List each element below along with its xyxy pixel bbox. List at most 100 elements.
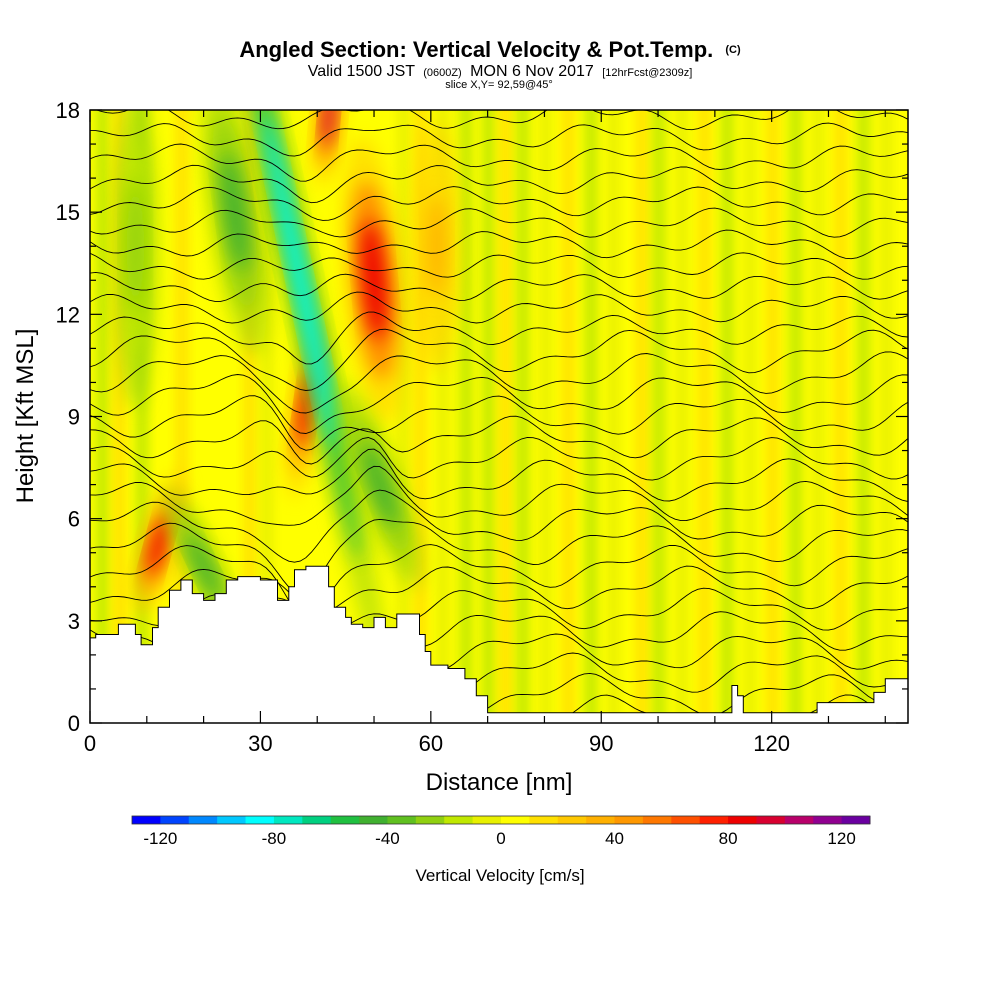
isentrope [90,328,908,391]
x-tick-label: 0 [84,731,96,756]
isentrope [90,489,908,563]
isentrope [90,565,908,615]
colorbar-tick-label: 120 [827,829,855,848]
colorbar-swatch [444,816,474,824]
y-axis-label: Height [Kft MSL] [12,329,39,504]
updraft-core [427,193,446,299]
colorbar-swatch [359,816,388,824]
x-axis-ticks: 0 30 60 90 120 [84,110,886,756]
downdraft-core [362,442,398,528]
velocity-band [95,110,110,723]
isentrope [90,122,908,157]
colorbar-swatch [160,816,190,824]
y-tick-label: 15 [56,200,80,225]
downdraft-core [126,178,145,314]
y-tick-label: 18 [56,98,80,123]
isentrope [90,374,908,434]
isentrope [90,186,908,221]
velocity-band [561,110,576,723]
colorbar-swatch [614,816,644,824]
colorbar-swatch [245,816,275,824]
velocity-band [606,110,621,723]
velocity-band [635,110,650,723]
isentrope [90,448,908,502]
colorbar [131,815,871,825]
velocity-band [833,110,848,723]
isentrope [90,415,908,465]
colorbar-swatch [813,816,843,824]
isentrope [90,437,908,481]
colorbar-tick-label: -80 [262,829,287,848]
colorbar-swatch [642,816,672,824]
colorbar-tick-label: 80 [719,829,738,848]
isentrope [90,271,908,302]
isentrope [90,164,908,204]
updraft-core [360,220,388,341]
isentrope [90,395,908,451]
colorbar-swatch [728,816,757,824]
colorbar-tick-label: 40 [605,829,624,848]
colorbar-swatch [387,816,417,824]
colorbar-swatch [188,816,218,824]
velocity-band [498,110,513,723]
isentrope [90,252,908,280]
isentrope [90,229,908,260]
velocity-band [742,110,757,723]
colorbar-swatch [302,816,332,824]
colorbar-swatch [132,816,161,824]
colorbar-tick-label: 0 [496,829,505,848]
isentrope [90,465,908,526]
downdraft-core [186,533,221,600]
velocity-band [765,110,780,723]
velocity-features [113,110,459,686]
velocity-band [538,110,553,723]
y-tick-label: 3 [68,609,80,634]
colorbar-swatch [586,816,616,824]
velocity-band [879,110,894,723]
isentrope [90,311,908,365]
velocity-band [856,110,871,723]
x-axis-label: Distance [nm] [426,769,573,796]
colorbar-label: Vertical Velocity [cm/s] [415,866,584,885]
chart-subtitle: Valid 1500 JST (0600Z) MON 6 Nov 2017 [1… [308,63,693,80]
isentrope [90,291,908,324]
velocity-band [811,110,826,723]
velocity-band [652,110,667,723]
velocity-band [515,110,530,723]
colorbar-swatch [273,816,303,824]
velocity-band [458,110,473,723]
colorbar-swatch [557,816,587,824]
colorbar-swatch [415,816,445,824]
plot-area: 0 30 60 90 120 0 3 6 9 12 15 18 [56,98,909,756]
colorbar-ticks: -120 -80 -40 0 40 80 120 [143,829,855,848]
colorbar-swatch [841,816,871,824]
velocity-band [481,110,496,723]
velocity-band [720,110,735,723]
colorbar-swatch [472,816,502,824]
x-tick-label: 120 [753,731,790,756]
colorbar-swatch [529,816,559,824]
y-axis-ticks: 0 3 6 9 12 15 18 [56,98,908,736]
x-tick-label: 30 [248,731,272,756]
y-tick-label: 9 [68,405,80,430]
y-tick-label: 0 [68,711,80,736]
terrain [90,565,908,723]
isentrope [90,351,908,414]
isentrope [90,544,908,619]
chart-title: Angled Section: Vertical Velocity & Pot.… [239,37,741,62]
x-tick-label: 60 [419,731,443,756]
downdraft-core [263,111,337,450]
colorbar-swatch [699,816,729,824]
velocity-band [674,110,689,723]
colorbar-swatch [671,816,701,824]
colorbar-swatch [330,816,360,824]
colorbar-swatch [756,816,786,824]
slice-label: slice X,Y= 92,59@45° [445,79,553,91]
colorbar-swatch [501,816,530,824]
colorbar-swatch [784,816,814,824]
colorbar-swatch [217,816,247,824]
velocity-band [583,110,598,723]
y-tick-label: 12 [56,302,80,327]
isentrope [90,143,908,182]
